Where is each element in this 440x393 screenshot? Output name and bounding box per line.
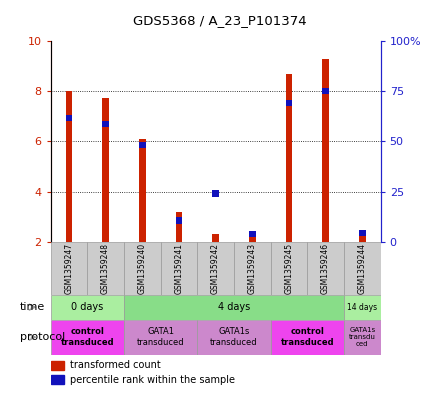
Bar [102, 97, 109, 242]
Text: GATA1
transduced: GATA1 transduced [137, 327, 184, 347]
Text: GSM1359244: GSM1359244 [358, 242, 367, 294]
Text: GSM1359247: GSM1359247 [64, 242, 73, 294]
Bar [212, 234, 219, 242]
Bar [87, 242, 124, 295]
Bar [124, 242, 161, 295]
Bar [51, 361, 64, 370]
Bar [359, 231, 366, 242]
Bar [176, 211, 182, 242]
Text: GDS5368 / A_23_P101374: GDS5368 / A_23_P101374 [133, 14, 307, 27]
Text: transformed count: transformed count [70, 360, 161, 371]
Bar [307, 242, 344, 295]
Bar [344, 242, 381, 295]
Bar [66, 91, 72, 242]
Bar [51, 320, 124, 355]
Bar [51, 242, 87, 295]
Bar [124, 295, 344, 320]
Bar [124, 320, 197, 355]
Bar [271, 320, 344, 355]
Bar [249, 231, 256, 242]
Bar [271, 242, 307, 295]
Text: GSM1359242: GSM1359242 [211, 243, 220, 294]
Bar [51, 295, 124, 320]
Bar [66, 114, 72, 121]
Bar [102, 121, 109, 127]
Text: control
transduced: control transduced [60, 327, 114, 347]
Text: GATA1s
transduced: GATA1s transduced [210, 327, 258, 347]
Text: GSM1359246: GSM1359246 [321, 242, 330, 294]
Bar [286, 74, 292, 242]
Text: GATA1s
transdu
ced: GATA1s transdu ced [349, 327, 376, 347]
Bar [344, 295, 381, 320]
Bar [139, 139, 146, 242]
Text: 4 days: 4 days [218, 302, 250, 312]
Text: GSM1359241: GSM1359241 [174, 243, 183, 294]
Text: time: time [20, 302, 45, 312]
Text: control
transduced: control transduced [280, 327, 334, 347]
Bar [212, 191, 219, 197]
Bar [322, 88, 329, 94]
Bar [197, 242, 234, 295]
Bar [286, 99, 292, 106]
Bar [249, 231, 256, 237]
Text: GSM1359243: GSM1359243 [248, 242, 257, 294]
Text: protocol: protocol [20, 332, 65, 342]
Bar [161, 242, 197, 295]
Bar [51, 375, 64, 384]
Text: 14 days: 14 days [347, 303, 378, 312]
Bar [322, 59, 329, 242]
Text: GSM1359245: GSM1359245 [284, 242, 293, 294]
Text: 0 days: 0 days [71, 302, 103, 312]
Text: GSM1359240: GSM1359240 [138, 242, 147, 294]
Bar [197, 320, 271, 355]
Text: percentile rank within the sample: percentile rank within the sample [70, 375, 235, 385]
Bar [234, 242, 271, 295]
Bar [139, 142, 146, 149]
Bar [344, 320, 381, 355]
Text: GSM1359248: GSM1359248 [101, 243, 110, 294]
Bar [176, 217, 182, 224]
Bar [359, 230, 366, 236]
